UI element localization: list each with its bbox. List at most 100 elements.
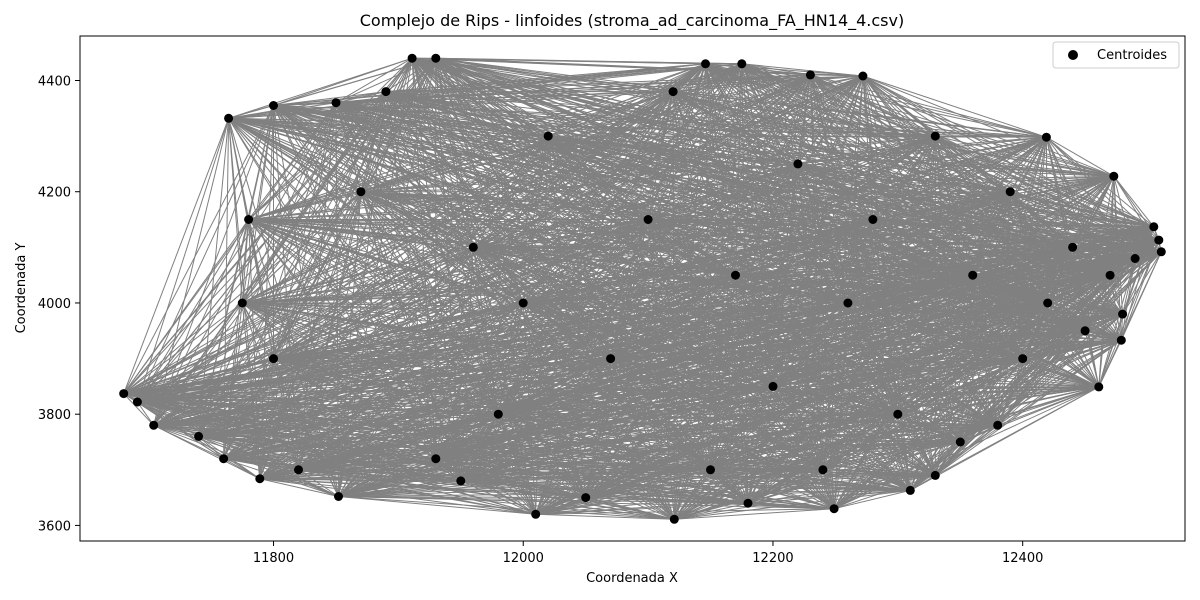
centroid-point <box>930 131 940 141</box>
rips-edge <box>435 258 1136 460</box>
rips-edge <box>335 102 936 137</box>
rips-edge <box>248 57 437 220</box>
rips-edge <box>548 91 674 137</box>
rips-edge <box>1113 175 1155 228</box>
rips-edge <box>497 302 524 415</box>
rips-edge <box>198 118 230 437</box>
rips-edge <box>435 91 674 459</box>
rips-edge <box>862 75 1114 177</box>
rips-edge <box>435 274 1111 460</box>
rips-edge <box>910 474 936 491</box>
rips-edge <box>273 246 474 360</box>
rips-edge <box>385 57 437 93</box>
rips-edge <box>535 358 1023 515</box>
legend: Centroides <box>1052 41 1180 69</box>
rips-edge <box>741 63 811 76</box>
rips-edge <box>647 219 774 387</box>
rips-edge <box>335 102 499 415</box>
rips-edge <box>872 136 1047 220</box>
centroid-point <box>843 298 853 308</box>
rips-edge <box>523 302 961 443</box>
rips-edge <box>810 74 1086 332</box>
rips-edge <box>672 91 1011 193</box>
rips-edge <box>123 393 155 426</box>
rips-edge <box>248 219 299 470</box>
centroid-point <box>294 465 303 475</box>
centroid-point <box>1094 382 1104 392</box>
rips-edge <box>673 74 811 93</box>
centroid-point <box>737 59 747 69</box>
centroid-point <box>356 187 366 197</box>
centroid-point <box>224 113 234 123</box>
centroid-point <box>1080 326 1090 336</box>
rips-edge <box>535 74 811 515</box>
rips-edge <box>810 74 1047 138</box>
rips-edge <box>335 102 1011 193</box>
y-tick-label: 4400 <box>38 74 71 89</box>
rips-edge <box>535 330 1086 515</box>
rips-edge <box>810 74 1162 253</box>
rips-edge <box>897 302 1048 415</box>
rips-edge <box>710 275 736 470</box>
rips-edge <box>153 118 230 426</box>
rips-edge <box>934 275 974 476</box>
rips-edge <box>872 219 961 443</box>
rips-edge <box>934 313 1123 476</box>
centroid-point <box>331 98 341 108</box>
rips-edge <box>198 436 224 460</box>
rips-edge <box>523 274 973 304</box>
rips-edge <box>972 258 1136 276</box>
rips-edge <box>747 502 835 510</box>
centroid-point <box>219 454 229 464</box>
rips-edge <box>872 219 936 476</box>
rips-edge <box>298 469 675 520</box>
centroid-point <box>868 215 878 224</box>
rips-edge <box>473 135 936 248</box>
rips-edge <box>335 102 749 504</box>
rips-edge <box>460 135 549 482</box>
rips-edge <box>1084 258 1136 332</box>
rips-edge <box>435 274 736 460</box>
rips-edge <box>472 247 499 415</box>
rips-edge <box>385 63 742 93</box>
rips-edge <box>338 496 536 515</box>
rips-edge <box>198 163 799 437</box>
rips-edge <box>772 258 1136 387</box>
rips-edge <box>435 358 1023 460</box>
rips-edge <box>647 135 936 220</box>
rips-edge <box>435 57 742 65</box>
rips-edge <box>298 469 339 497</box>
rips-edge <box>335 102 587 498</box>
rips-edge <box>435 458 462 482</box>
rips-edge <box>228 118 243 304</box>
rips-edge <box>460 480 536 515</box>
centroid-point <box>244 215 254 224</box>
rips-edge <box>248 219 611 360</box>
rips-edge <box>672 91 899 415</box>
rips-edge <box>1098 258 1136 388</box>
rips-edge <box>136 219 250 403</box>
rips-edge <box>273 102 337 359</box>
centroid-point <box>1005 187 1015 197</box>
rips-edge <box>872 191 1011 220</box>
rips-edge <box>273 191 362 359</box>
rips-edge <box>335 102 437 459</box>
rips-edge <box>535 274 1111 515</box>
rips-edge <box>335 102 961 443</box>
points-layer <box>119 53 1166 524</box>
rips-edge <box>1010 191 1154 228</box>
rips-edge <box>241 219 250 304</box>
centroid-point <box>543 131 553 141</box>
centroid-point <box>668 87 678 97</box>
rips-edge <box>1046 136 1115 177</box>
rips-edge <box>862 75 1047 138</box>
rips-edge <box>997 274 1111 426</box>
rips-edge <box>198 219 250 437</box>
centroid-point <box>468 242 478 252</box>
rips-edge <box>535 163 799 515</box>
centroid-point <box>818 465 828 475</box>
rips-edge <box>335 102 1048 304</box>
rips-edge <box>610 358 749 504</box>
rips-edge <box>747 219 874 504</box>
centroid-point <box>381 87 391 97</box>
